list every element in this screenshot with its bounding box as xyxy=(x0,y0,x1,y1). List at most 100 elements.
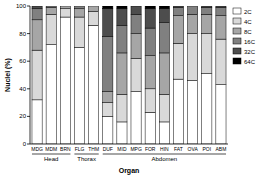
legend-label: 8C xyxy=(244,29,252,35)
group-label: Abdomen xyxy=(152,156,178,162)
x-tick-label: MPG xyxy=(130,146,142,152)
bar-segment xyxy=(202,6,212,7)
y-tick-label: 60 xyxy=(19,58,26,64)
y-tick xyxy=(27,33,30,34)
bar-segment xyxy=(74,9,84,17)
x-tick-label: FOR xyxy=(145,146,156,152)
y-tick xyxy=(27,116,30,117)
legend-label: 32C xyxy=(244,49,256,55)
bar-segment xyxy=(103,36,113,91)
bar-segment xyxy=(32,20,42,50)
bar-segment xyxy=(103,103,113,117)
x-tick-label: FLG xyxy=(75,146,85,152)
bar-segment xyxy=(145,56,155,89)
bar-segment xyxy=(89,25,99,144)
bar-segment xyxy=(60,6,70,7)
bar-segment xyxy=(188,6,198,14)
bar-segment xyxy=(131,58,141,91)
bar-segment xyxy=(60,9,70,17)
bar-segment xyxy=(74,47,84,144)
bar-segment xyxy=(202,34,212,74)
bar-segment xyxy=(159,6,169,9)
legend-label: 2C xyxy=(244,9,252,15)
bar-segment xyxy=(131,6,141,14)
x-tick-label: MID xyxy=(117,146,127,152)
bar-segment xyxy=(89,6,99,7)
bar-segment xyxy=(173,43,183,79)
bar-segment xyxy=(32,50,42,100)
bar-segment xyxy=(159,23,169,53)
bar-segment xyxy=(188,81,198,144)
bar-segment xyxy=(188,6,198,7)
group-bracket xyxy=(103,154,226,155)
bar-segment xyxy=(89,12,99,26)
y-tick-label: 20 xyxy=(19,113,26,119)
bar-segment xyxy=(32,9,42,20)
bar-segment xyxy=(131,6,141,7)
bar-segment xyxy=(32,100,42,144)
x-tick-label: FAT xyxy=(174,146,183,152)
bar-segment xyxy=(74,17,84,47)
bar-segment xyxy=(173,16,183,44)
chart: 020406080100MDGMDMBRNFLGTHMDUFMIDMPGFORH… xyxy=(0,0,268,180)
bar-segment xyxy=(117,6,127,9)
legend-label: 64C xyxy=(244,59,256,65)
bar-segment xyxy=(145,89,155,112)
bar-segment xyxy=(117,53,127,94)
bar-segment xyxy=(103,9,113,37)
bar-segment xyxy=(74,6,84,7)
bar-segment xyxy=(145,112,155,144)
bar-segment xyxy=(159,9,169,23)
bar-segment xyxy=(216,7,226,15)
x-axis xyxy=(30,144,228,145)
x-tick-label: OVA xyxy=(188,146,199,152)
bar-segment xyxy=(159,53,169,94)
bar-segment xyxy=(202,6,212,7)
legend-swatch xyxy=(233,58,241,64)
x-tick-label: POI xyxy=(202,146,211,152)
bar-segment xyxy=(202,14,212,33)
bar-segment xyxy=(188,6,198,7)
y-tick-label: 0 xyxy=(23,141,27,147)
x-tick-label: HIN xyxy=(160,146,169,152)
bar-segment xyxy=(173,79,183,144)
bar-segment xyxy=(74,6,84,9)
bar-segment xyxy=(46,7,56,14)
bar-segment xyxy=(60,6,70,7)
bar-segment xyxy=(32,6,42,9)
legend-label: 16C xyxy=(244,39,256,45)
bar-segment xyxy=(216,39,226,85)
bar-segment xyxy=(216,85,226,144)
bar-segment xyxy=(89,6,99,7)
bar-segment xyxy=(131,34,141,59)
y-tick xyxy=(27,88,30,89)
legend-swatch xyxy=(233,8,241,14)
bar-segment xyxy=(173,6,183,7)
bar-segment xyxy=(131,92,141,144)
legend-swatch xyxy=(233,18,241,24)
y-tick-label: 100 xyxy=(16,3,27,9)
bar-segment xyxy=(46,6,56,7)
bar-segment xyxy=(145,9,155,28)
bar-segment xyxy=(74,6,84,7)
x-tick-label: MDM xyxy=(45,146,57,152)
bar-segment xyxy=(145,28,155,56)
bar-segment xyxy=(60,17,70,144)
x-tick-label: BRN xyxy=(60,146,71,152)
bar-segment xyxy=(103,92,113,103)
x-axis-title: Organ xyxy=(119,167,140,175)
bar-segment xyxy=(60,6,70,7)
bar-segment xyxy=(117,122,127,144)
y-axis-title: Nuclei (%) xyxy=(4,58,12,92)
legend-swatch xyxy=(233,48,241,54)
legend-swatch xyxy=(233,28,241,34)
x-tick-label: DUF xyxy=(103,146,113,152)
bar-segment xyxy=(188,34,198,81)
bars xyxy=(32,6,226,144)
group-bracket xyxy=(32,154,70,155)
bar-segment xyxy=(46,6,56,7)
group-label: Thorax xyxy=(77,156,96,162)
y-axis xyxy=(30,6,31,144)
bar-segment xyxy=(145,6,155,9)
bar-segment xyxy=(32,6,42,7)
